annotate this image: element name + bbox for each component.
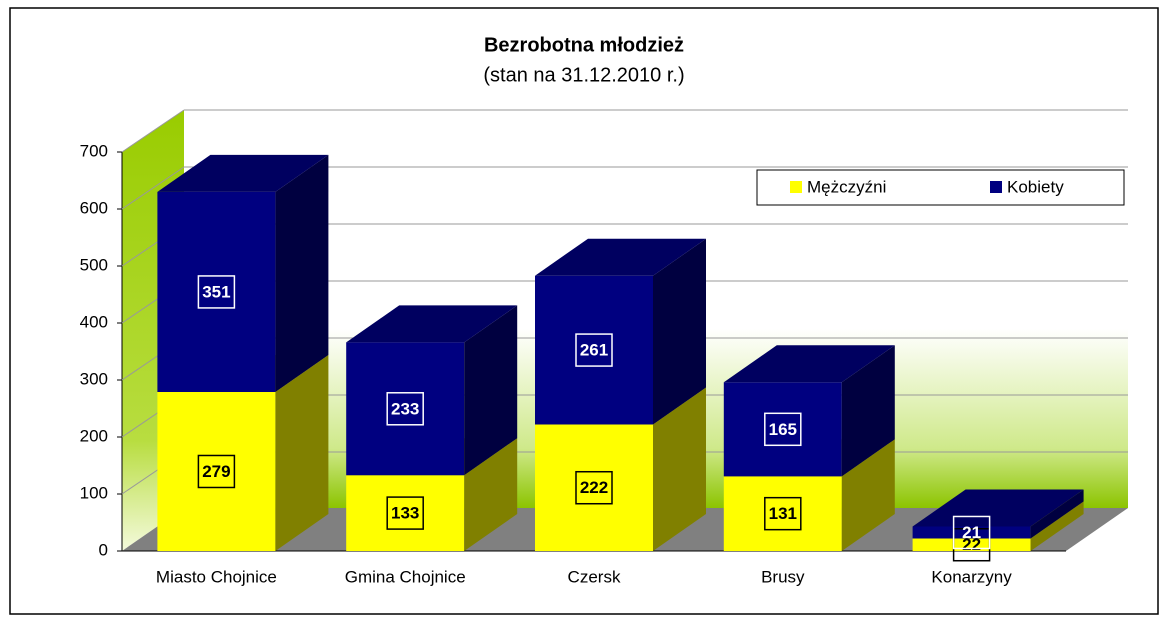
bar-segment: [912, 489, 1084, 539]
bar-top: [346, 305, 518, 343]
bar-side: [464, 438, 518, 551]
bar-side: [653, 238, 706, 425]
y-tick-label: 500: [80, 255, 108, 274]
bar-front: [723, 382, 842, 477]
x-tick-label: Gmina Chojnice: [345, 567, 466, 586]
value-label-box: [575, 470, 613, 505]
chart-subtitle: (stan na 31.12.2010 r.): [483, 64, 684, 86]
bar-front: [346, 475, 465, 551]
bar-top: [535, 238, 706, 276]
value-label: 165: [769, 420, 797, 439]
value-label: 279: [202, 462, 230, 481]
value-label-box: [197, 454, 236, 489]
bar-side: [1030, 489, 1084, 539]
value-label-box: [575, 333, 613, 367]
bar-side: [1030, 501, 1084, 551]
value-label: 261: [580, 341, 608, 360]
bar-front: [535, 275, 653, 425]
chart-title: Bezrobotna młodzież: [484, 34, 684, 56]
y-tick-label: 600: [80, 198, 108, 217]
value-label: 22: [962, 535, 981, 554]
bar-side: [275, 354, 329, 551]
x-tick-label: Miasto Chojnice: [156, 567, 277, 586]
bar-front: [912, 526, 1031, 539]
bar-top: [157, 154, 329, 192]
x-tick-label: Brusy: [761, 567, 805, 586]
grid-line: [121, 109, 185, 153]
bar-front: [157, 191, 276, 392]
y-tick-label: 400: [80, 312, 108, 331]
value-label: 351: [202, 282, 230, 301]
legend-label: Kobiety: [1007, 177, 1064, 196]
y-tick-label: 700: [80, 141, 108, 160]
bar-side: [464, 305, 518, 476]
bar-segment: [723, 345, 895, 477]
bar-segment: [346, 305, 518, 476]
value-label-box: [197, 275, 236, 309]
bar-segment: [157, 154, 329, 392]
value-label-box: [764, 412, 802, 447]
bar-side: [275, 154, 329, 392]
legend-label: Mężczyźni: [807, 177, 886, 196]
legend-swatch: [790, 181, 802, 193]
x-tick-label: Konarzyny: [931, 567, 1012, 586]
x-tick-label: Czersk: [568, 567, 621, 586]
legend: [756, 169, 1125, 206]
value-label-box: [952, 515, 991, 550]
y-tick-label: 200: [80, 426, 108, 445]
bar-front: [723, 476, 842, 551]
grid-line: [121, 166, 185, 210]
bar-front: [535, 424, 653, 551]
value-label-box: [764, 496, 802, 531]
y-tick-label: 100: [80, 483, 108, 502]
value-label-box: [386, 496, 424, 530]
bar-top: [912, 489, 1084, 527]
bar-front: [912, 538, 1031, 551]
legend-swatch: [990, 181, 1002, 193]
value-label: 21: [962, 523, 981, 542]
bar-front: [346, 342, 465, 476]
y-tick-label: 300: [80, 369, 108, 388]
value-label-box: [386, 392, 424, 426]
value-label: 222: [580, 478, 608, 497]
value-label: 131: [769, 504, 797, 523]
y-tick-label: 0: [99, 540, 108, 559]
bar-top: [723, 345, 895, 383]
value-label: 233: [391, 399, 419, 418]
bar-side: [841, 345, 895, 477]
value-label: 133: [391, 504, 419, 523]
bar-side: [841, 439, 895, 551]
bar-front: [157, 391, 276, 551]
bar-side: [653, 387, 706, 551]
bar-segment: [535, 238, 706, 425]
